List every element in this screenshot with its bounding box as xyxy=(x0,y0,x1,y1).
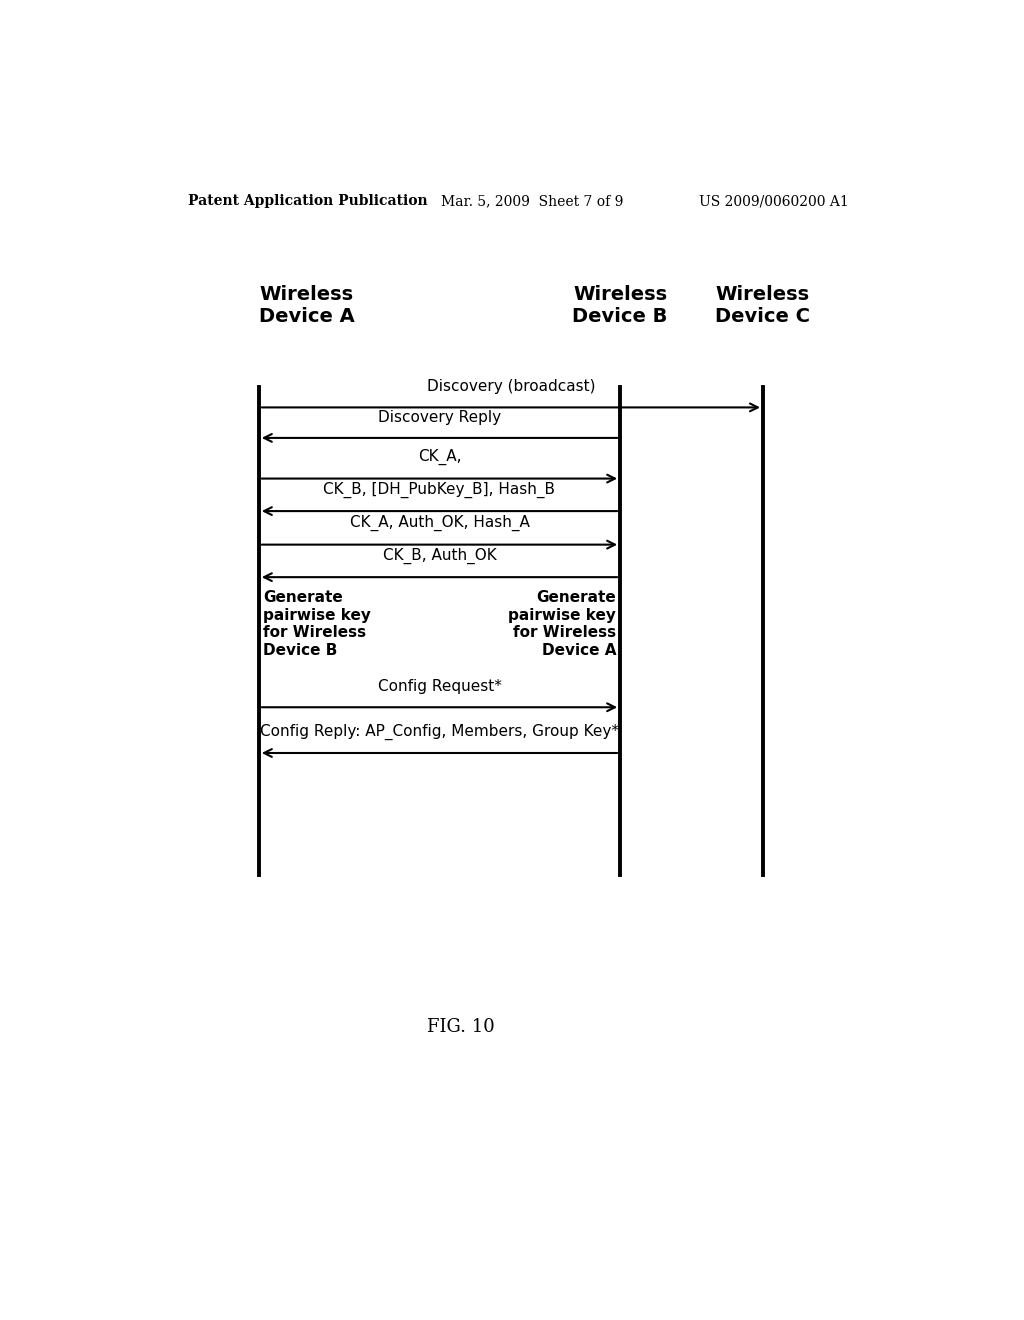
Text: US 2009/0060200 A1: US 2009/0060200 A1 xyxy=(699,194,849,209)
Text: CK_A,: CK_A, xyxy=(418,449,461,466)
Text: Discovery (broadcast): Discovery (broadcast) xyxy=(427,379,595,395)
Text: Wireless
Device A: Wireless Device A xyxy=(259,285,354,326)
Text: Wireless
Device B: Wireless Device B xyxy=(572,285,668,326)
Text: Mar. 5, 2009  Sheet 7 of 9: Mar. 5, 2009 Sheet 7 of 9 xyxy=(441,194,624,209)
Text: Patent Application Publication: Patent Application Publication xyxy=(187,194,427,209)
Text: FIG. 10: FIG. 10 xyxy=(427,1019,496,1036)
Text: CK_B, Auth_OK: CK_B, Auth_OK xyxy=(383,548,497,564)
Text: Config Reply: AP_Config, Members, Group Key*: Config Reply: AP_Config, Members, Group … xyxy=(260,723,618,739)
Text: CK_A, Auth_OK, Hash_A: CK_A, Auth_OK, Hash_A xyxy=(349,515,529,532)
Text: CK_B, [DH_PubKey_B], Hash_B: CK_B, [DH_PubKey_B], Hash_B xyxy=(324,482,555,498)
Text: Discovery Reply: Discovery Reply xyxy=(378,409,501,425)
Text: Wireless
Device C: Wireless Device C xyxy=(716,285,810,326)
Text: Config Request*: Config Request* xyxy=(378,678,502,694)
Text: Generate
pairwise key
for Wireless
Device B: Generate pairwise key for Wireless Devic… xyxy=(263,590,371,657)
Text: Generate
pairwise key
for Wireless
Device A: Generate pairwise key for Wireless Devic… xyxy=(508,590,616,657)
